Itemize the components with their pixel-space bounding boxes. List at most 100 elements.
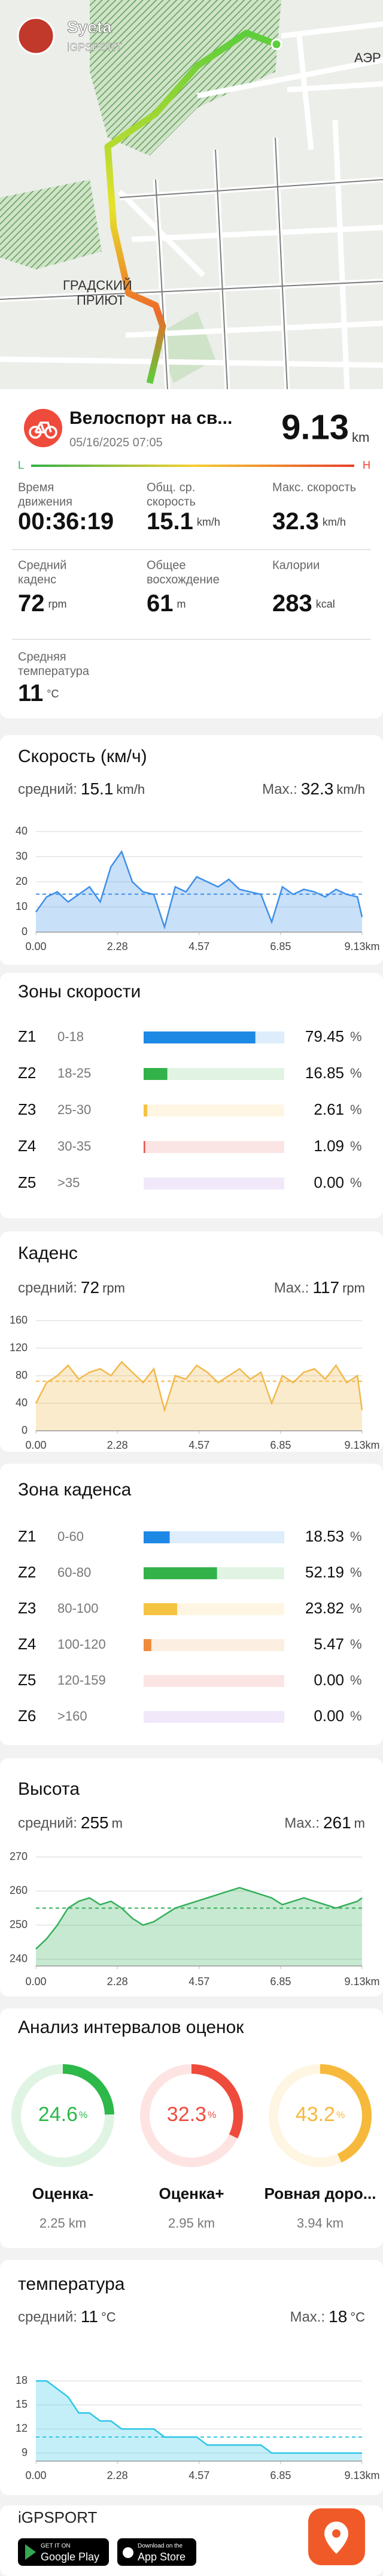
stat-value: 15.1 [147,508,193,535]
avg-value: 72 [81,1278,99,1297]
y-tick-label: 260 [10,1885,28,1897]
zone-range: >160 [57,1709,87,1724]
interval-distance: 2.95 km [168,2216,215,2231]
stat-unit: kcal [316,598,335,610]
ring-arc [269,2064,372,2167]
zone-track [144,1639,284,1651]
zone-track [144,1141,284,1153]
maximum: Max.: 261 m [284,1813,365,1832]
zone-bar [144,1031,256,1043]
max-value: 117 [312,1278,339,1297]
distance-unit: km [197,2216,215,2231]
zone-value: 16.85 [305,1064,344,1082]
map-label: АЭР [354,50,381,65]
x-tick-label: 4.57 [189,940,209,952]
zone-value: 23.82 [305,1599,344,1617]
y-tick-label: 18 [16,2374,28,2386]
card [0,1464,383,1745]
max-unit: km/h [336,782,365,797]
stat-unit: km/h [323,516,346,528]
line [36,2380,362,2454]
zone-bar [144,1141,145,1153]
zone-value: 2.61 [314,1100,344,1118]
avg-unit: m [112,1816,123,1831]
chart-title: Скорость (км/ч) [18,747,147,766]
zone-name: Z6 [18,1707,36,1725]
average: средний: 72 rpm [18,1278,125,1297]
zone-name: Z2 [18,1064,36,1082]
stat: 00:36:19 [18,508,114,535]
apple-icon [123,2547,133,2558]
avg-value: 15.1 [81,779,114,798]
zone-track [144,1105,284,1116]
zone-bar [144,1105,148,1116]
stat-label: Общ. ср. [147,481,195,494]
ring-unit: % [79,2110,87,2120]
avg-unit: rpm [102,1281,125,1295]
distance-value: 2.25 [39,2216,65,2231]
distance-unit: km [352,430,369,445]
activity-header: Велоспорт на св... 05/16/2025 07:05 9.13… [12,408,371,640]
zone-unit: % [350,1066,362,1081]
zone-range: 18-25 [57,1066,91,1081]
google-play-badge[interactable] [18,2538,109,2566]
line [35,1886,363,1950]
x-tick-label: 9.13km [344,2469,379,2481]
x-tick-label: 2.28 [107,940,128,952]
zone-value: 1.09 [314,1137,344,1155]
avg-unit: km/h [116,782,145,797]
area [36,1362,362,1431]
zone-unit: % [350,1139,362,1154]
max-value: 261 [323,1813,351,1832]
y-tick-label: 160 [10,1314,28,1326]
zone-track [144,1531,284,1543]
stat-label: температура [18,665,90,678]
activity-title: Велоспорт на св... [69,408,232,428]
x-tick-label: 9.13km [344,1439,379,1451]
stat-value: 61 [147,590,174,617]
interval-name: Ровная доро... [265,2184,376,2202]
map-label: ГРАДСКИЙ [63,278,132,293]
zone-range: 80-100 [57,1601,99,1616]
x-tick-label: 0.00 [25,940,46,952]
zone-bar [144,1567,217,1579]
x-tick-label: 6.85 [270,2469,291,2481]
x-tick-label: 6.85 [270,1976,291,1988]
zone-unit: % [350,1709,362,1724]
zone-name: Z4 [18,1635,36,1653]
zone-unit: % [350,1601,362,1616]
stat-label: восхождение [147,573,220,586]
app-store-badge[interactable] [117,2538,196,2566]
zone-value: 0.00 [314,1173,344,1191]
zone-track [144,1068,284,1080]
zone-value: 5.47 [314,1635,344,1653]
bike-glyph [29,421,57,439]
card [0,973,383,1218]
card [0,1758,383,1997]
zone-range: 100-120 [57,1637,106,1652]
stat: 32.3 km/h [272,508,346,535]
stat: 72 rpm [18,590,67,617]
map: АЭР ГРАДСКИЙ ПРИЮТ Syeta iGPSPORT [0,0,383,390]
badge-big: App Store [138,2551,186,2563]
average: средний: 15.1 km/h [18,779,145,798]
avg-unit: °C [101,2310,116,2325]
intervals-title: Анализ интервалов оценок [18,2017,244,2037]
y-tick-label: 80 [16,1369,28,1381]
ring-unit: % [208,2110,216,2120]
y-tick-label: 20 [16,875,28,887]
avatar[interactable] [17,17,55,55]
distance: 9.13 [281,408,349,447]
zones-title: Зона каденса [18,1480,132,1500]
max-unit: rpm [342,1281,365,1295]
zone-name: Z1 [18,1027,36,1045]
y-tick-label: 40 [16,1397,28,1409]
x-tick-label: 0.00 [25,1439,46,1451]
stat-unit: km/h [197,516,220,528]
stat-label: движения [18,495,72,508]
avg-label: средний: [18,781,77,797]
stat-label: каденс [18,573,56,586]
max-value: 32.3 [301,779,334,798]
stat-value: 72 [18,590,45,617]
zone-unit: % [350,1029,362,1044]
